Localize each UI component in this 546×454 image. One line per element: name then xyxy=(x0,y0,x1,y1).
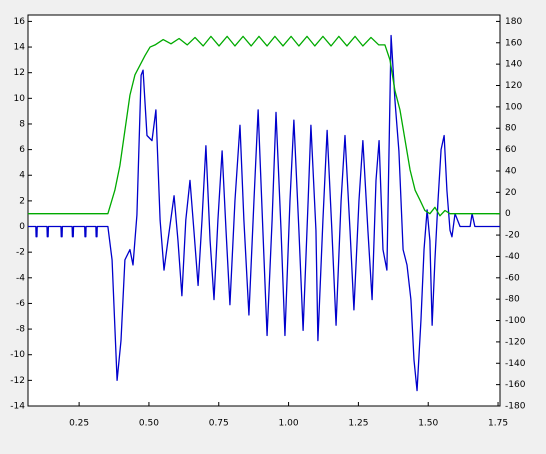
y-tick-label: -4 xyxy=(16,273,25,283)
y-tick-label: 10 xyxy=(14,94,26,104)
y-tick-label: -8 xyxy=(16,325,25,335)
y-tick-label: -12 xyxy=(10,376,25,386)
y2-tick-label: 0 xyxy=(505,209,511,219)
y2-tick-label: -40 xyxy=(505,252,520,262)
y2-tick-label: -100 xyxy=(505,316,526,326)
data-line xyxy=(28,35,500,217)
y2-tick-label: -160 xyxy=(505,380,526,390)
y2-tick-label: -140 xyxy=(505,359,526,369)
y-tick-label: 2 xyxy=(19,196,25,206)
y-tick-label: 12 xyxy=(14,68,25,78)
y2-tick-label: 160 xyxy=(505,38,522,48)
y-tick-label: 14 xyxy=(14,43,26,53)
y-tick-label: -6 xyxy=(16,299,25,309)
y-tick-label: -14 xyxy=(10,402,25,412)
y2-tick-label: 120 xyxy=(505,81,522,91)
y-tick-label: -2 xyxy=(16,248,25,258)
y2-tick-label: -180 xyxy=(505,402,526,412)
y2-tick-label: 100 xyxy=(505,102,522,112)
y-tick-label: 16 xyxy=(14,17,26,27)
x-tick-label: 0.75 xyxy=(209,419,229,429)
y-tick-label: 6 xyxy=(19,145,25,155)
x-tick-label: 0.50 xyxy=(139,419,159,429)
y-tick-label: 8 xyxy=(19,119,25,129)
y-tick-label: 4 xyxy=(19,171,25,181)
y2-tick-label: -20 xyxy=(505,231,520,241)
y2-tick-label: 20 xyxy=(505,188,517,198)
x-tick-label: 0.25 xyxy=(69,419,89,429)
y2-tick-label: 80 xyxy=(505,124,517,134)
y2-tick-label: -120 xyxy=(505,337,526,347)
y2-tick-label: 180 xyxy=(505,17,522,27)
data-line xyxy=(28,34,500,392)
y2-tick-label: 140 xyxy=(505,60,522,70)
y-tick-label: -10 xyxy=(10,350,25,360)
x-tick-label: 1.75 xyxy=(488,419,508,429)
y2-tick-label: 40 xyxy=(505,166,517,176)
y2-tick-label: -80 xyxy=(505,295,520,305)
x-tick-label: 1.25 xyxy=(348,419,368,429)
y-tick-label: 0 xyxy=(19,222,25,232)
plot-area xyxy=(27,14,501,407)
x-tick-label: 1.00 xyxy=(279,419,299,429)
y2-tick-label: -60 xyxy=(505,273,520,283)
y2-tick-label: 60 xyxy=(505,145,517,155)
x-tick-label: 1.50 xyxy=(418,419,438,429)
